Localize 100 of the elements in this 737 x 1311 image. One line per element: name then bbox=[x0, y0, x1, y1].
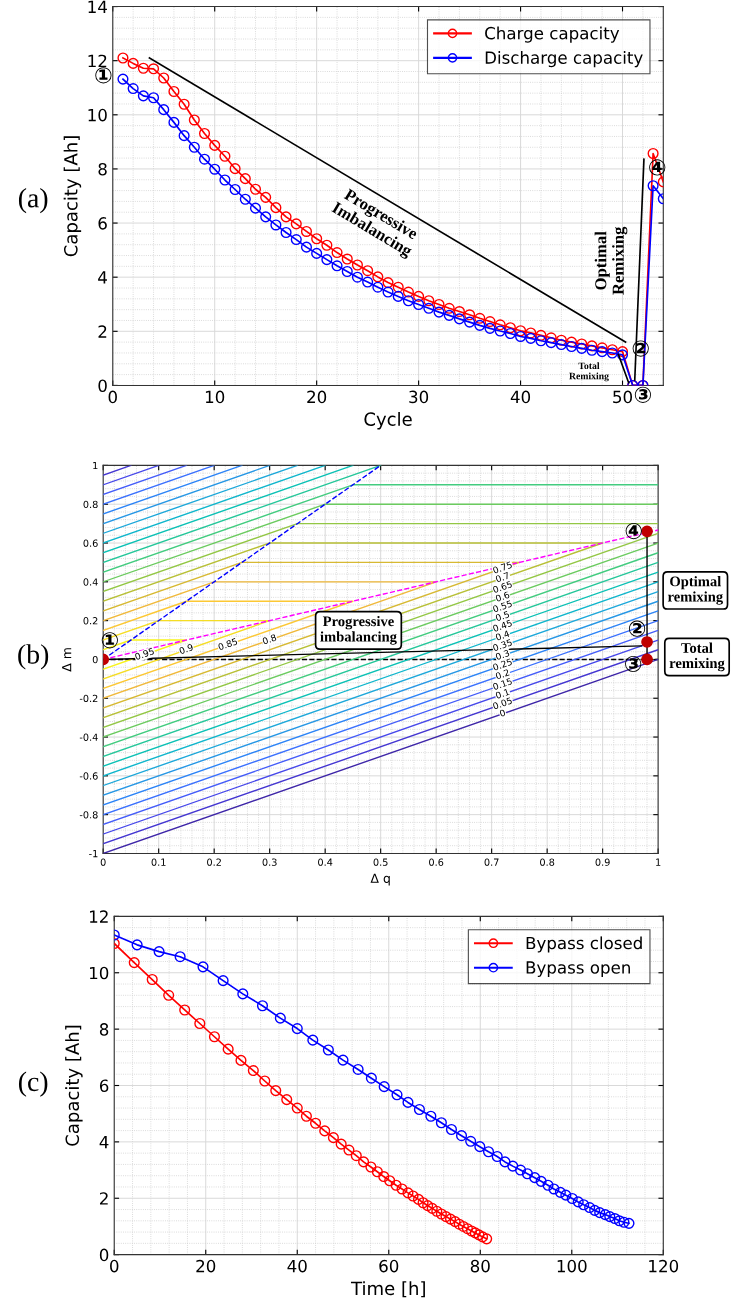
point bbox=[352, 1063, 364, 1075]
x-tick-label: 0.2 bbox=[207, 858, 221, 866]
x-tick-label: 30 bbox=[409, 390, 429, 404]
x-tick-label: 0.3 bbox=[262, 858, 277, 866]
x-tick-label: 40 bbox=[287, 1259, 307, 1273]
point bbox=[158, 72, 170, 84]
point bbox=[300, 241, 313, 253]
y-tick-label: -1 bbox=[89, 850, 98, 858]
text: 0 bbox=[499, 709, 506, 717]
y-tick-label: -0.6 bbox=[79, 772, 98, 780]
point bbox=[198, 127, 211, 140]
y-tick-label: 4 bbox=[98, 271, 107, 284]
point bbox=[555, 334, 567, 346]
x-tick-label: 50 bbox=[613, 390, 633, 404]
text: (c) bbox=[18, 1071, 48, 1097]
point bbox=[371, 1166, 383, 1178]
point bbox=[117, 73, 129, 85]
point bbox=[413, 1103, 425, 1116]
point bbox=[229, 163, 241, 175]
point bbox=[222, 1043, 234, 1055]
point bbox=[589, 1204, 601, 1216]
text: 0.6 bbox=[495, 591, 510, 602]
text: 0.65 bbox=[492, 580, 513, 594]
point bbox=[426, 1202, 438, 1214]
point bbox=[647, 180, 659, 192]
point bbox=[596, 342, 608, 354]
point bbox=[525, 327, 537, 339]
point bbox=[425, 1110, 437, 1122]
point bbox=[484, 316, 496, 328]
text: ③ bbox=[634, 386, 652, 403]
point bbox=[641, 525, 653, 538]
point bbox=[594, 1207, 606, 1219]
point bbox=[423, 295, 435, 307]
x-tick-label: 10 bbox=[205, 390, 225, 404]
y-tick-label: 6 bbox=[98, 217, 107, 230]
y-tick-label: 0 bbox=[92, 655, 98, 664]
point bbox=[362, 276, 374, 288]
point bbox=[433, 298, 445, 311]
y-tick-label: 8 bbox=[98, 162, 107, 176]
point bbox=[217, 975, 229, 987]
point bbox=[565, 336, 578, 348]
point bbox=[481, 1233, 493, 1245]
point bbox=[137, 90, 149, 102]
point bbox=[565, 340, 578, 353]
point bbox=[319, 1125, 331, 1137]
point bbox=[402, 1096, 414, 1108]
point bbox=[535, 1175, 547, 1187]
point bbox=[623, 1217, 635, 1229]
y-tick-label: 4 bbox=[99, 1136, 109, 1149]
point bbox=[422, 1200, 434, 1212]
x-tick-label: 0.4 bbox=[318, 858, 333, 866]
point bbox=[554, 1186, 566, 1198]
point bbox=[515, 330, 527, 343]
point bbox=[239, 173, 251, 185]
point bbox=[444, 1213, 457, 1225]
point bbox=[435, 1117, 447, 1129]
y-tick-label: 2 bbox=[98, 325, 107, 338]
point bbox=[392, 290, 404, 302]
point bbox=[237, 988, 249, 1000]
point bbox=[281, 1094, 293, 1106]
y-tick-label: 14 bbox=[88, 0, 107, 13]
point bbox=[270, 202, 282, 214]
point bbox=[445, 1123, 458, 1136]
point bbox=[322, 1044, 334, 1056]
point bbox=[260, 191, 272, 203]
y-axis-title: Δ m bbox=[62, 648, 72, 672]
point bbox=[391, 1089, 403, 1101]
point bbox=[270, 1085, 282, 1097]
point bbox=[256, 1000, 269, 1012]
point bbox=[464, 309, 476, 321]
point bbox=[291, 1023, 303, 1035]
point bbox=[494, 319, 506, 331]
point bbox=[515, 325, 527, 337]
y-tick-label: 0.8 bbox=[83, 500, 98, 509]
point bbox=[423, 302, 435, 314]
y-tick-label: -0.8 bbox=[79, 811, 98, 819]
point bbox=[453, 313, 465, 325]
point bbox=[402, 295, 414, 307]
point bbox=[208, 1031, 220, 1043]
point bbox=[417, 1197, 429, 1209]
point bbox=[235, 1054, 247, 1066]
text: 0.9 bbox=[178, 643, 194, 655]
point bbox=[178, 98, 190, 110]
point bbox=[249, 202, 262, 214]
y-tick-label: 10 bbox=[88, 108, 107, 122]
point bbox=[300, 225, 313, 238]
point bbox=[504, 327, 516, 340]
point bbox=[335, 1138, 347, 1150]
point bbox=[327, 1132, 339, 1144]
point bbox=[474, 319, 486, 331]
point bbox=[535, 329, 547, 341]
y-tick-label: 0 bbox=[98, 379, 107, 392]
text: Optimal remixing bbox=[667, 576, 723, 605]
point bbox=[229, 183, 241, 196]
point bbox=[464, 316, 476, 328]
point bbox=[641, 636, 653, 648]
legend-label: Bypass closed bbox=[526, 936, 642, 953]
point bbox=[307, 1034, 319, 1046]
text: ① bbox=[95, 67, 112, 84]
point bbox=[609, 1212, 621, 1225]
